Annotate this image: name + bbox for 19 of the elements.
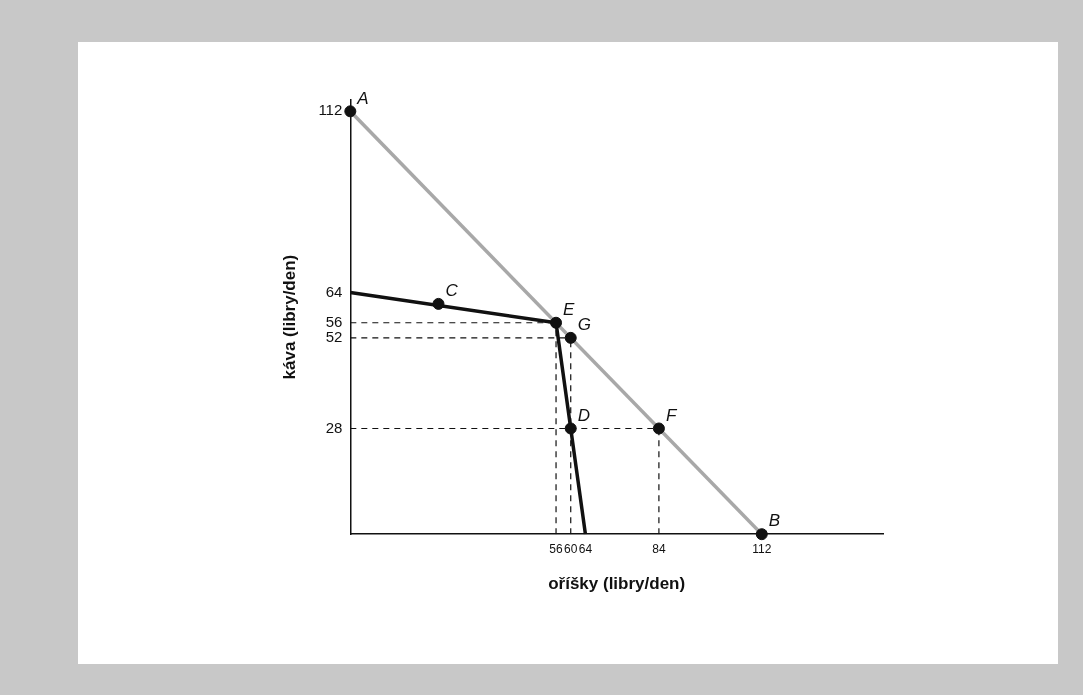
- x-tick-label: 64: [578, 541, 593, 556]
- x-tick-label: 112: [752, 541, 772, 556]
- y-tick-label: 112: [318, 101, 343, 119]
- x-tick-label: 84: [652, 541, 666, 556]
- annotation: G: [577, 315, 591, 335]
- annotation: E: [563, 300, 576, 319]
- y-axis-title: káva (libry/den): [279, 254, 299, 380]
- y-tick-label: 64: [325, 282, 343, 300]
- y-tick-label: 28: [325, 418, 343, 436]
- annotation: D: [577, 405, 591, 425]
- annotation: B: [768, 511, 781, 531]
- x-axis-title: oříšky (libry/den): [548, 574, 686, 594]
- annotation: F: [665, 405, 678, 425]
- y-tick-label: 56: [325, 312, 343, 330]
- annotation: C: [445, 281, 459, 301]
- y-tick-label: 52: [325, 328, 343, 346]
- annotation: A: [356, 88, 369, 108]
- x-tick-label: 60: [564, 541, 578, 556]
- x-tick-label: 56: [549, 541, 564, 556]
